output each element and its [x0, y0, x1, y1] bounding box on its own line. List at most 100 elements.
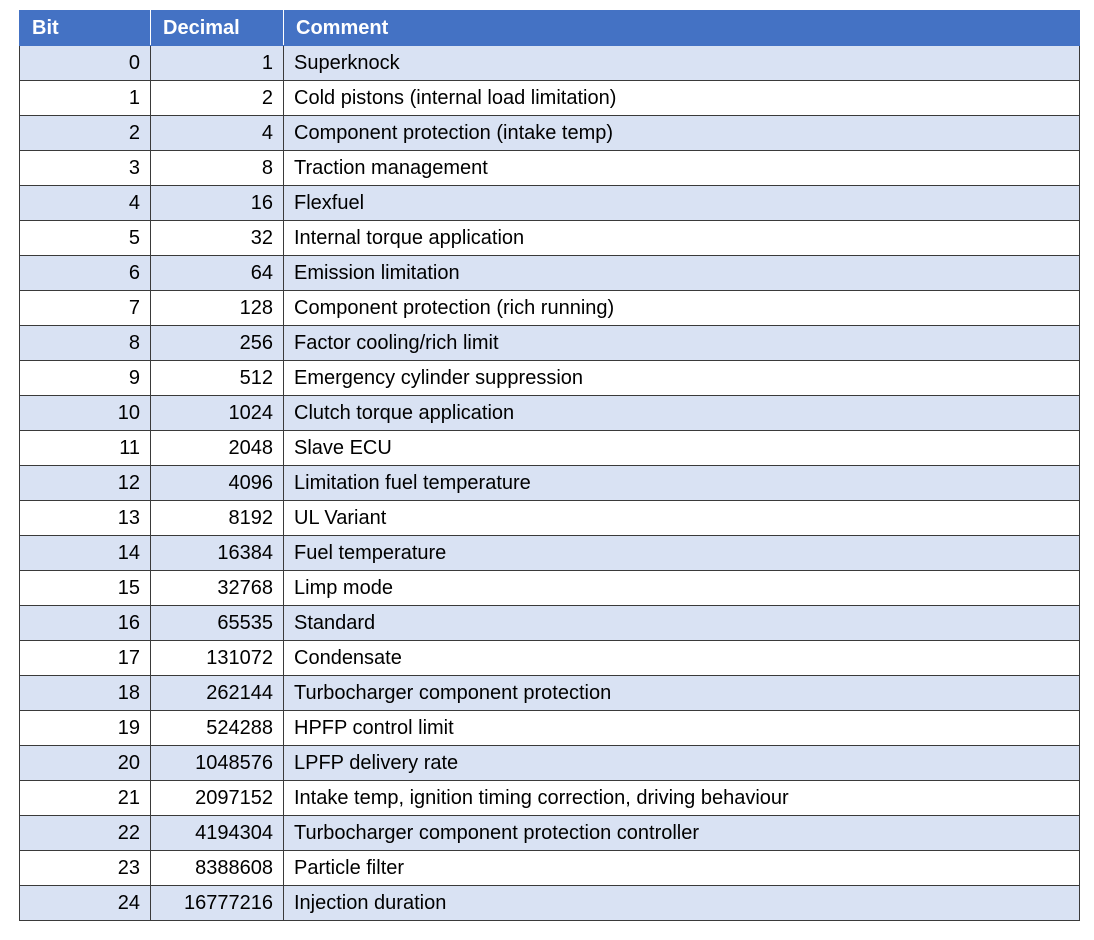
decimal-cell: 256 [150, 325, 284, 361]
comment-cell: Limp mode [283, 570, 1080, 606]
header-row: Bit Decimal Comment [19, 10, 1080, 46]
comment-cell: Clutch torque application [283, 395, 1080, 431]
comment-cell: Limitation fuel temperature [283, 465, 1080, 501]
table-row: 5 32 Internal torque application [19, 220, 1080, 256]
table-row: 17 131072 Condensate [19, 640, 1080, 676]
decimal-cell: 16 [150, 185, 284, 221]
bit-cell: 3 [19, 150, 151, 186]
table-header: Bit Decimal Comment [19, 10, 1080, 46]
bit-cell: 2 [19, 115, 151, 151]
table-row: 23 8388608 Particle filter [19, 850, 1080, 886]
decimal-cell: 512 [150, 360, 284, 396]
bit-cell: 17 [19, 640, 151, 676]
decimal-cell: 2 [150, 80, 284, 116]
bit-cell: 20 [19, 745, 151, 781]
comment-cell: Emergency cylinder suppression [283, 360, 1080, 396]
table-row: 1 2 Cold pistons (internal load limitation… [19, 80, 1080, 116]
decimal-cell: 64 [150, 255, 284, 291]
decimal-cell: 8192 [150, 500, 284, 536]
decimal-cell: 128 [150, 290, 284, 326]
table-row: 2 4 Component protection (intake temp) [19, 115, 1080, 151]
decimal-cell: 2048 [150, 430, 284, 466]
bit-cell: 24 [19, 885, 151, 921]
header-cell: Comment [283, 10, 1080, 46]
bit-cell: 11 [19, 430, 151, 466]
comment-cell: Condensate [283, 640, 1080, 676]
comment-cell: Turbocharger component protection contro… [283, 815, 1080, 851]
bit-cell: 23 [19, 850, 151, 886]
table-row: 7 128 Component protection (rich running) [19, 290, 1080, 326]
comment-cell: LPFP delivery rate [283, 745, 1080, 781]
comment-cell: Turbocharger component protection [283, 675, 1080, 711]
comment-cell: Intake temp, ignition timing correction,… [283, 780, 1080, 816]
bit-cell: 10 [19, 395, 151, 431]
table-row: 21 2097152 Intake temp, ignition timing co… [19, 780, 1080, 816]
bit-cell: 4 [19, 185, 151, 221]
table-row: 12 4096 Limitation fuel temperature [19, 465, 1080, 501]
bit-cell: 16 [19, 605, 151, 641]
comment-cell: Component protection (rich running) [283, 290, 1080, 326]
bit-cell: 0 [19, 45, 151, 81]
comment-cell: Slave ECU [283, 430, 1080, 466]
comment-cell: Traction management [283, 150, 1080, 186]
table-row: 8 256 Factor cooling/rich limit [19, 325, 1080, 361]
bit-cell: 7 [19, 290, 151, 326]
bit-cell: 12 [19, 465, 151, 501]
comment-cell: HPFP control limit [283, 710, 1080, 746]
bit-cell: 22 [19, 815, 151, 851]
comment-cell: UL Variant [283, 500, 1080, 536]
decimal-cell: 4194304 [150, 815, 284, 851]
table-row: 16 65535 Standard [19, 605, 1080, 641]
table-row: 0 1 Superknock [19, 45, 1080, 81]
comment-cell: Fuel temperature [283, 535, 1080, 571]
table-row: 3 8 Traction management [19, 150, 1080, 186]
table-row: 19 524288 HPFP control limit [19, 710, 1080, 746]
comment-cell: Component protection (intake temp) [283, 115, 1080, 151]
table-row: 9 512 Emergency cylinder suppression [19, 360, 1080, 396]
decimal-cell: 131072 [150, 640, 284, 676]
decimal-cell: 524288 [150, 710, 284, 746]
decimal-cell: 1 [150, 45, 284, 81]
bit-cell: 21 [19, 780, 151, 816]
table-row: 13 8192 UL Variant [19, 500, 1080, 536]
bit-cell: 14 [19, 535, 151, 571]
bit-table: Bit Decimal Comment 0 1 Superknock 1 2 Cold p… [19, 10, 1080, 921]
comment-cell: Standard [283, 605, 1080, 641]
comment-cell: Superknock [283, 45, 1080, 81]
bit-cell: 19 [19, 710, 151, 746]
decimal-cell: 8388608 [150, 850, 284, 886]
decimal-cell: 1024 [150, 395, 284, 431]
decimal-cell: 8 [150, 150, 284, 186]
decimal-cell: 32768 [150, 570, 284, 606]
decimal-cell: 16777216 [150, 885, 284, 921]
decimal-cell: 262144 [150, 675, 284, 711]
decimal-cell: 2097152 [150, 780, 284, 816]
bit-cell: 13 [19, 500, 151, 536]
comment-cell: Emission limitation [283, 255, 1080, 291]
decimal-cell: 4 [150, 115, 284, 151]
bit-cell: 9 [19, 360, 151, 396]
comment-cell: Cold pistons (internal load limitation) [283, 80, 1080, 116]
bit-cell: 18 [19, 675, 151, 711]
decimal-cell: 65535 [150, 605, 284, 641]
table-row: 6 64 Emission limitation [19, 255, 1080, 291]
table-row: 11 2048 Slave ECU [19, 430, 1080, 466]
table-row: 10 1024 Clutch torque application [19, 395, 1080, 431]
comment-cell: Particle filter [283, 850, 1080, 886]
decimal-cell: 4096 [150, 465, 284, 501]
bit-cell: 8 [19, 325, 151, 361]
header-cell: Bit [19, 10, 151, 46]
table-row: 4 16 Flexfuel [19, 185, 1080, 221]
table-row: 22 4194304 Turbocharger component protecti… [19, 815, 1080, 851]
decimal-cell: 16384 [150, 535, 284, 571]
table-body: 0 1 Superknock 1 2 Cold pistons (internal loa… [19, 45, 1080, 921]
bit-cell: 5 [19, 220, 151, 256]
table-row: 14 16384 Fuel temperature [19, 535, 1080, 571]
bit-cell: 15 [19, 570, 151, 606]
decimal-cell: 32 [150, 220, 284, 256]
header-cell: Decimal [150, 10, 284, 46]
bit-cell: 6 [19, 255, 151, 291]
table-row: 24 16777216 Injection duration [19, 885, 1080, 921]
comment-cell: Injection duration [283, 885, 1080, 921]
